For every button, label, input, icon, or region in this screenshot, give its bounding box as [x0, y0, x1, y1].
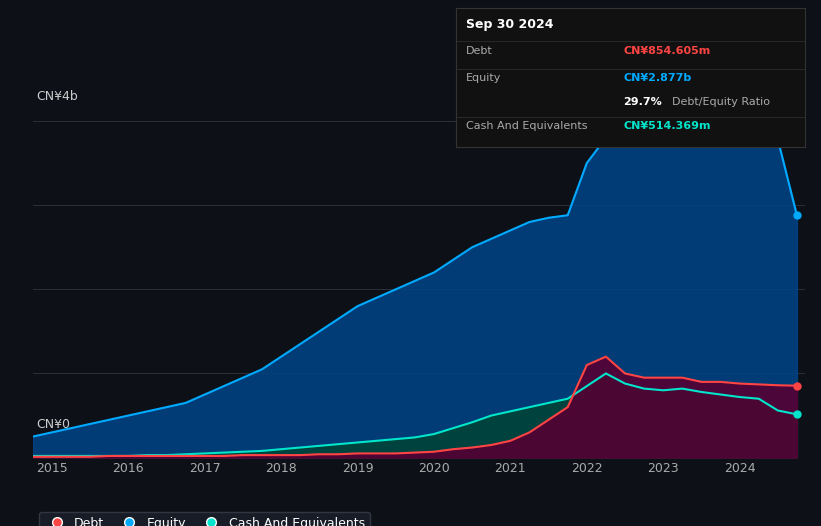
Text: CN¥2.877b: CN¥2.877b	[623, 74, 691, 84]
Text: 29.7%: 29.7%	[623, 97, 662, 107]
Text: Debt/Equity Ratio: Debt/Equity Ratio	[672, 97, 770, 107]
Text: CN¥514.369m: CN¥514.369m	[623, 121, 711, 131]
Text: CN¥854.605m: CN¥854.605m	[623, 46, 710, 56]
Text: Sep 30 2024: Sep 30 2024	[466, 18, 553, 31]
Legend: Debt, Equity, Cash And Equivalents: Debt, Equity, Cash And Equivalents	[39, 512, 369, 526]
Text: Equity: Equity	[466, 74, 502, 84]
Text: CN¥0: CN¥0	[37, 418, 71, 431]
Text: Cash And Equivalents: Cash And Equivalents	[466, 121, 588, 131]
Text: Debt: Debt	[466, 46, 493, 56]
Text: CN¥4b: CN¥4b	[37, 90, 79, 103]
